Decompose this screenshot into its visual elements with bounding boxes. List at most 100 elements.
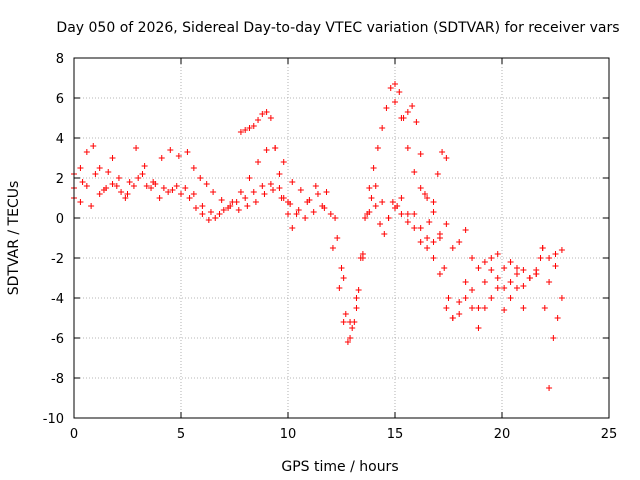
data-point [475, 305, 482, 311]
data-point [130, 183, 137, 189]
data-point [203, 181, 210, 187]
data-point [212, 215, 219, 221]
data-point [312, 183, 319, 189]
data-point [178, 191, 184, 197]
data-point [327, 211, 334, 217]
data-point [143, 183, 150, 189]
data-point [389, 199, 396, 205]
data-point [246, 175, 253, 181]
data-point [501, 285, 508, 291]
data-point [400, 115, 407, 121]
data-point [242, 127, 249, 133]
data-point [192, 205, 199, 211]
data-point [443, 221, 450, 227]
data-point [362, 215, 369, 221]
data-point [280, 159, 287, 165]
data-point [507, 259, 514, 265]
data-point [83, 183, 90, 189]
data-point [263, 147, 270, 153]
data-point [175, 153, 182, 159]
data-point [96, 165, 103, 171]
x-tick-label: 10 [280, 427, 297, 442]
data-point [285, 211, 291, 217]
y-tick-label: 6 [56, 92, 64, 107]
y-axis-label: SDTVAR / TECUs [6, 181, 22, 296]
data-point [445, 295, 452, 301]
data-point [417, 225, 424, 231]
data-point [449, 315, 456, 321]
x-tick-label: 25 [601, 427, 618, 442]
data-point [169, 187, 176, 193]
data-point [469, 287, 476, 293]
data-point [293, 211, 300, 217]
data-point [280, 195, 287, 201]
data-point [79, 179, 86, 185]
data-point [443, 305, 450, 311]
data-point [259, 183, 266, 189]
data-point [377, 221, 384, 227]
data-point [237, 129, 244, 135]
data-point [359, 255, 366, 261]
data-point [501, 265, 508, 271]
data-point [558, 295, 565, 301]
data-point [225, 205, 232, 211]
data-point [430, 239, 437, 245]
data-point [139, 171, 146, 177]
data-point [462, 295, 469, 301]
data-point [190, 165, 197, 171]
data-point [83, 149, 90, 155]
plot-frame [73, 57, 610, 419]
data-point [235, 207, 242, 213]
y-tick-label: 4 [56, 132, 64, 147]
data-point [304, 199, 311, 205]
data-point [285, 199, 291, 205]
data-point [336, 285, 343, 291]
data-point [554, 315, 561, 321]
data-point [276, 171, 283, 177]
data-point [558, 247, 565, 253]
data-point [340, 275, 347, 281]
data-point [462, 279, 469, 285]
data-point [526, 275, 533, 281]
data-point [329, 245, 336, 251]
data-point [475, 265, 482, 271]
data-point [430, 255, 437, 261]
data-point [520, 305, 527, 311]
data-point [353, 295, 360, 301]
x-tick-label: 20 [494, 427, 511, 442]
data-point [124, 191, 131, 197]
y-tick-labels: 8 6 4 2 0 -2 -4 -6 -8 -10 [43, 52, 64, 427]
data-point [434, 171, 441, 177]
data-point [165, 189, 172, 195]
data-point [379, 125, 386, 131]
data-point [244, 203, 251, 209]
y-tick-label: -6 [51, 332, 64, 347]
data-point [88, 203, 95, 209]
data-point [456, 311, 463, 317]
data-point [210, 189, 217, 195]
data-point [520, 283, 527, 289]
data-point [550, 335, 557, 341]
data-point [424, 245, 431, 251]
data-point [513, 285, 520, 291]
data-point [404, 219, 411, 225]
y-tick-label: -2 [51, 252, 64, 267]
data-point [250, 189, 257, 195]
data-point [246, 125, 253, 131]
data-point [424, 195, 431, 201]
data-point [372, 183, 379, 189]
data-point [462, 227, 469, 233]
y-tick-label: 8 [56, 52, 64, 67]
data-point [270, 187, 277, 193]
data-point [255, 117, 262, 123]
x-axis-label: GPS time / hours [281, 459, 398, 475]
data-point [426, 219, 433, 225]
data-point [148, 185, 155, 191]
y-tick-label: -4 [51, 292, 64, 307]
data-point [353, 305, 360, 311]
data-point [546, 255, 553, 261]
data-point [233, 199, 240, 205]
data-point [469, 305, 476, 311]
data-point [441, 265, 448, 271]
data-point [115, 175, 122, 181]
